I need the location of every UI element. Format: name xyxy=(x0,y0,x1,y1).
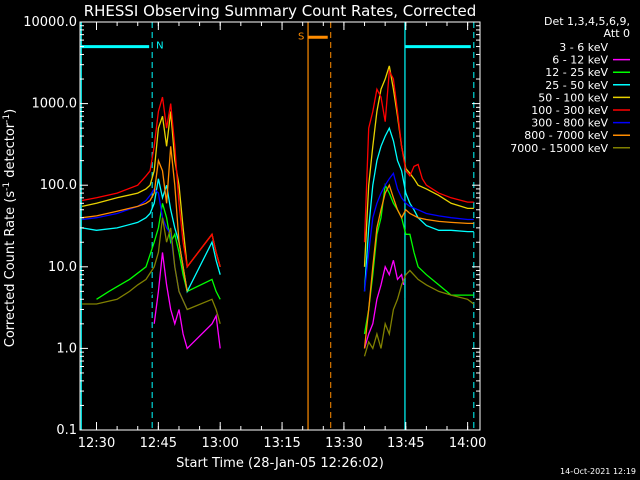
legend-label-6: 300 - 800 keV xyxy=(531,117,608,130)
legend-label-2: 12 - 25 keV xyxy=(545,66,608,79)
plot-frame xyxy=(79,21,481,431)
y-tick-label-2: 10.0 xyxy=(48,260,77,275)
series-6-12-kev xyxy=(153,252,405,350)
svg-text:Corrected Count Rate (s-1 dete: Corrected Count Rate (s-1 detector-1) xyxy=(2,109,18,347)
legend-label-4: 50 - 100 keV xyxy=(538,91,608,104)
legend-label-1: 6 - 12 keV xyxy=(552,54,608,67)
series-3-6-kev xyxy=(96,274,405,349)
chart-title: RHESSI Observing Summary Count Rates, Co… xyxy=(84,2,477,20)
footer-timestamp: 14-Oct-2021 12:19 xyxy=(560,467,636,476)
interval-label-n: N xyxy=(156,41,163,52)
legend-label-7: 800 - 7000 keV xyxy=(524,129,608,142)
y-tick-label-0: 0.1 xyxy=(56,423,77,438)
series-800-7000-kev xyxy=(82,146,474,349)
legend-label-8: 7000 - 15000 keV xyxy=(510,142,608,155)
series-7000-15000-kev xyxy=(82,217,475,357)
y-axis-label-exp1: -1 xyxy=(2,182,12,191)
y-axis-label: Corrected Count Rate (s-1 detector-1) xyxy=(2,109,18,347)
legend-label-5: 100 - 300 keV xyxy=(531,104,608,117)
x-tick-label-2: 13:00 xyxy=(201,436,238,451)
legend-label-3: 25 - 50 keV xyxy=(545,79,608,92)
interval-label-s: S xyxy=(298,31,304,42)
x-axis-label: Start Time (28-Jan-05 12:26:02) xyxy=(176,456,384,471)
series-100-300-kev xyxy=(81,68,474,269)
x-tick-label-1: 12:45 xyxy=(140,436,177,451)
y-axis-label-end: ) xyxy=(3,109,18,114)
y-tick-label-1: 1.0 xyxy=(56,341,77,356)
y-tick-label-3: 100.0 xyxy=(40,178,77,193)
y-tick-label-4: 1000.0 xyxy=(32,97,78,112)
x-tick-label-0: 12:30 xyxy=(78,436,115,451)
x-tick-label-4: 13:30 xyxy=(325,436,362,451)
x-tick-label-6: 14:00 xyxy=(449,436,486,451)
axes: 0.1 1.0 10.0 100.0 1000.0 10000.0 12:30 12:45 13… xyxy=(23,15,486,451)
y-axis-label-main: Corrected Count Rate (s xyxy=(3,191,18,348)
legend-header-line-1: Det 1,3,4,5,6,9, xyxy=(544,15,630,28)
x-tick-label-5: 13:45 xyxy=(387,436,424,451)
y-axis-label-exp2: -1 xyxy=(2,114,12,123)
legend-header-line-2: Att 0 xyxy=(604,27,630,40)
y-axis-label-mid: detector xyxy=(3,122,18,182)
plot-area: NS xyxy=(80,22,475,430)
legend-label-0: 3 - 6 keV xyxy=(559,41,608,54)
y-tick-label-5: 10000.0 xyxy=(23,15,77,30)
x-tick-label-3: 13:15 xyxy=(263,436,300,451)
